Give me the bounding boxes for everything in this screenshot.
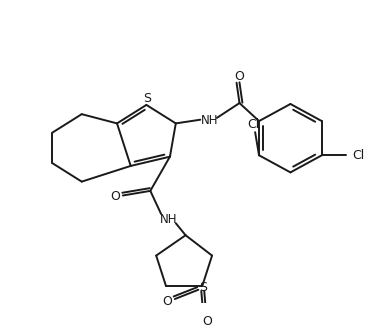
Text: Cl: Cl	[352, 149, 364, 162]
Text: O: O	[162, 295, 172, 308]
Text: O: O	[110, 190, 120, 203]
Text: NH: NH	[201, 114, 219, 127]
Text: O: O	[202, 315, 212, 326]
Text: Cl: Cl	[247, 118, 259, 131]
Text: S: S	[199, 281, 207, 294]
Text: NH: NH	[160, 213, 178, 226]
Text: O: O	[235, 70, 244, 83]
Text: S: S	[143, 92, 152, 105]
